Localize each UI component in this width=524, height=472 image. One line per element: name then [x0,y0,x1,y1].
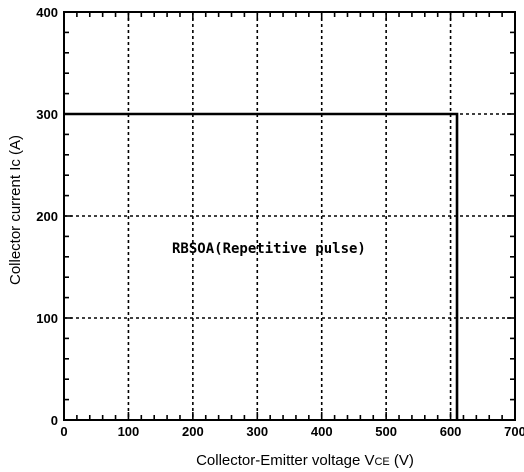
x-tick-labels: 0 100 200 300 400 500 600 700 [60,424,524,439]
y-tick-label-0: 0 [51,413,58,428]
y-tick-label-200: 200 [36,209,58,224]
x-tick-label-100: 100 [118,424,140,439]
y-tick-label-400: 400 [36,5,58,20]
x-tick-label-400: 400 [311,424,333,439]
rbsoa-annotation: RBSOA(Repetitive pulse) [172,241,366,257]
y-tick-label-100: 100 [36,311,58,326]
x-axis-title-subscript: CE [374,456,389,468]
x-axis-title-unit: (V) [390,452,414,469]
y-axis-title: Collector current Ic (A) [7,135,24,285]
plot-frame [63,11,516,421]
x-tick-label-200: 200 [182,424,204,439]
x-tick-label-500: 500 [375,424,397,439]
x-axis-title-main: Collector-Emitter voltage V [196,452,374,469]
soa-boundary [64,112,459,420]
x-tick-label-600: 600 [440,424,462,439]
y-tick-label-300: 300 [36,107,58,122]
y-tick-labels: 0 100 200 300 400 [36,5,58,428]
x-tick-label-0: 0 [60,424,67,439]
x-axis-title: Collector-Emitter voltage VCE (V) [196,452,414,469]
soa-boundary-line-0 [64,112,459,420]
x-tick-label-300: 300 [246,424,268,439]
x-tick-label-700: 700 [504,424,524,439]
grid-lines [64,12,515,420]
